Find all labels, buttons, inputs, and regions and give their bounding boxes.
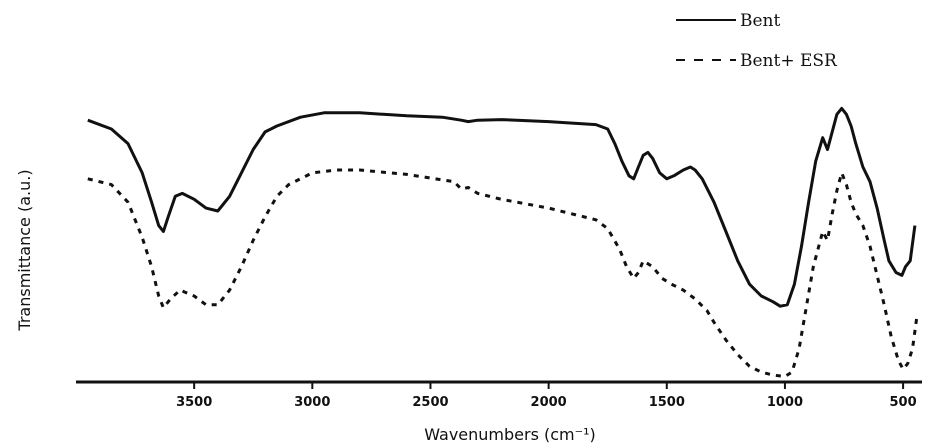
x-tick-label-500: 500	[890, 395, 917, 410]
series-line-2	[87, 168, 919, 378]
x-tick-label-2500: 2500	[412, 395, 448, 410]
series-line-1	[87, 106, 917, 308]
legend-label-2: Bent+ ESR	[740, 51, 838, 71]
x-axis-title: Wavenumbers (cm⁻¹)	[424, 425, 596, 444]
legend-label-1: Bent	[740, 11, 781, 31]
tick-layer: 3500 3000 2500 2000 1500 1000 500	[176, 382, 917, 410]
x-tick-label-3000: 3000	[294, 395, 330, 410]
legend: Bent Bent+ ESR	[676, 11, 838, 71]
series-layer	[87, 106, 919, 378]
x-tick-label-3500: 3500	[176, 395, 212, 410]
x-tick-label-2000: 2000	[531, 395, 567, 410]
y-axis-title: Transmittance (a.u.)	[15, 169, 34, 331]
x-tick-label-1500: 1500	[649, 395, 685, 410]
x-tick-label-1000: 1000	[767, 395, 803, 410]
